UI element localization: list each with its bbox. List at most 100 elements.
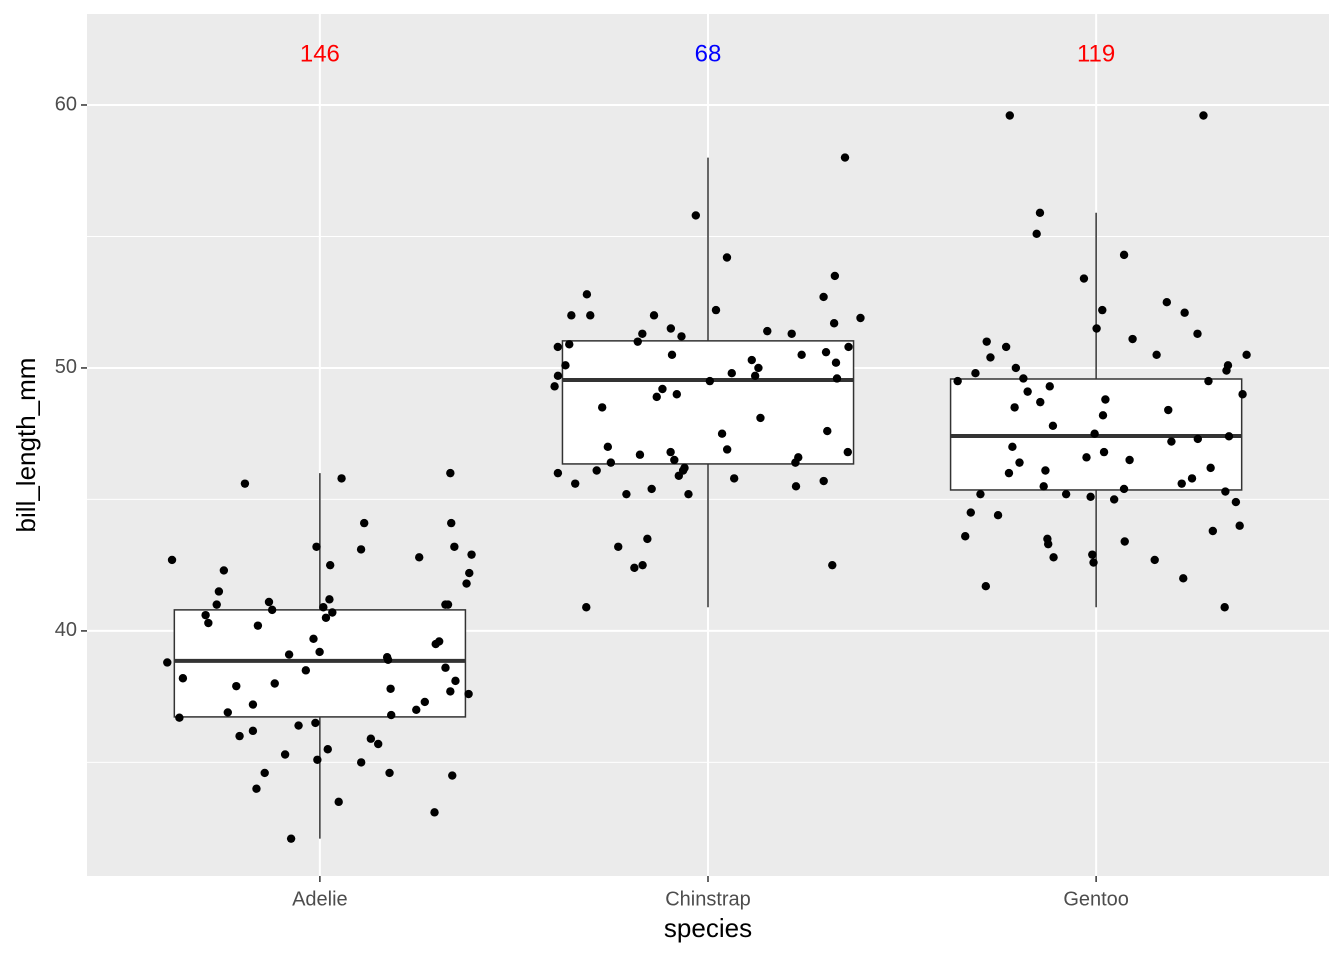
point: [717, 429, 727, 438]
point: [722, 445, 732, 454]
point: [787, 329, 796, 338]
point: [270, 679, 279, 688]
point: [1150, 555, 1159, 565]
point: [1082, 453, 1091, 462]
point: [232, 681, 241, 691]
point: [993, 511, 1003, 520]
point: [1032, 229, 1041, 239]
y-tick-label: 50: [55, 356, 77, 378]
point: [797, 350, 806, 360]
point: [658, 384, 667, 394]
point: [286, 834, 296, 843]
point: [1061, 489, 1071, 499]
point: [264, 597, 274, 607]
point: [647, 484, 656, 494]
point: [356, 545, 366, 554]
point: [561, 361, 570, 370]
point: [315, 647, 324, 657]
point: [465, 568, 474, 578]
point: [831, 358, 841, 367]
point: [705, 376, 715, 386]
point: [966, 508, 975, 517]
box: [561, 340, 855, 465]
x-tick-label: Gentoo: [1063, 888, 1129, 910]
point: [672, 390, 682, 399]
point: [670, 455, 679, 465]
point: [635, 450, 645, 459]
point: [763, 326, 772, 336]
point: [1043, 539, 1053, 549]
point: [622, 489, 631, 499]
point: [1011, 363, 1021, 373]
point: [1045, 382, 1054, 391]
point: [1164, 405, 1173, 415]
point: [1049, 553, 1058, 562]
point: [1015, 458, 1024, 467]
point: [1193, 329, 1202, 338]
point: [844, 342, 853, 352]
point: [1098, 411, 1108, 420]
point: [550, 382, 559, 391]
x-tick-label: Adelie: [292, 888, 348, 910]
point: [1167, 437, 1176, 446]
point: [1048, 421, 1058, 431]
point: [467, 550, 476, 559]
point: [1187, 474, 1197, 483]
point: [567, 311, 576, 320]
point: [1092, 324, 1101, 333]
point: [1005, 111, 1014, 120]
point: [553, 342, 563, 352]
point: [163, 658, 172, 667]
point: [666, 324, 676, 333]
y-tick-label: 60: [55, 93, 77, 115]
point: [986, 353, 995, 362]
point: [1193, 434, 1203, 444]
point: [1090, 429, 1099, 438]
point: [420, 697, 430, 707]
point: [415, 553, 424, 562]
point: [1180, 308, 1189, 317]
point: [614, 542, 623, 551]
point: [1088, 550, 1097, 559]
point: [971, 369, 980, 378]
point: [312, 542, 321, 551]
point: [722, 253, 732, 262]
point: [1019, 374, 1028, 383]
point: [1120, 537, 1129, 546]
point: [666, 447, 675, 457]
point: [791, 458, 800, 467]
point: [582, 603, 591, 612]
point: [267, 605, 277, 615]
point: [441, 600, 450, 609]
point: [819, 476, 828, 486]
point: [1128, 334, 1137, 344]
point: [240, 479, 250, 488]
point: [204, 618, 213, 628]
y-tick-label: 40: [55, 619, 77, 641]
point: [652, 392, 661, 402]
point: [819, 292, 828, 302]
point: [360, 518, 369, 528]
point: [1206, 463, 1215, 473]
point: [301, 666, 311, 675]
point: [319, 603, 328, 612]
point: [248, 700, 258, 709]
point: [667, 350, 677, 360]
point: [1242, 350, 1251, 360]
point: [571, 479, 580, 488]
point: [1086, 492, 1095, 502]
point: [592, 466, 601, 475]
point: [1004, 468, 1014, 478]
point: [309, 634, 318, 644]
point: [1125, 455, 1134, 465]
point: [829, 319, 839, 328]
point: [1204, 376, 1213, 386]
point: [649, 311, 659, 320]
point: [1119, 484, 1129, 494]
point: [167, 555, 177, 565]
point: [1036, 397, 1045, 407]
point: [856, 313, 865, 323]
point: [1179, 574, 1188, 583]
point: [248, 726, 258, 736]
